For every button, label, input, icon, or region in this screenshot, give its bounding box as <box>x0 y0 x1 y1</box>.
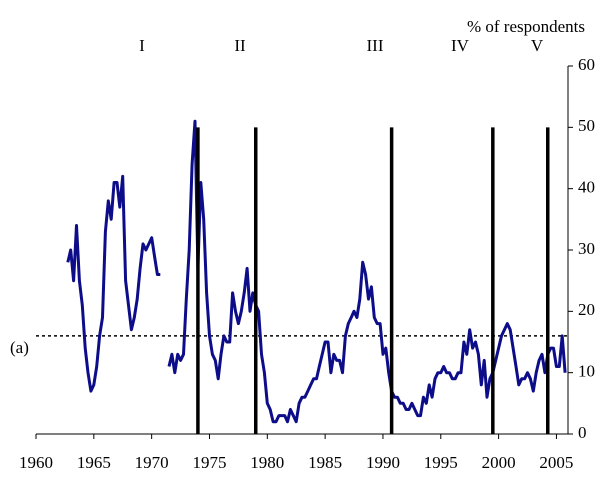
y-tick-label: 10 <box>578 362 595 381</box>
x-tick-label: 1985 <box>308 453 342 472</box>
period-label: IV <box>451 36 470 55</box>
y-tick-label: 20 <box>578 300 595 319</box>
x-tick-label: 1995 <box>424 453 458 472</box>
period-label: V <box>531 36 544 55</box>
x-tick-label: 1960 <box>19 453 53 472</box>
period-label: I <box>139 36 145 55</box>
x-tick-label: 1965 <box>77 453 111 472</box>
x-tick-label: 2005 <box>539 453 573 472</box>
data-line <box>66 119 567 424</box>
x-tick-label: 1970 <box>135 453 169 472</box>
y-tick-label: 40 <box>578 178 595 197</box>
y-tick-label: 60 <box>578 55 595 74</box>
axis-title: % of respondents <box>467 17 585 36</box>
x-tick-label: 1990 <box>366 453 400 472</box>
y-tick-label: 0 <box>578 423 587 442</box>
x-tick-label: 1975 <box>192 453 226 472</box>
x-tick-label: 2000 <box>482 453 516 472</box>
x-tick-label: 1980 <box>250 453 284 472</box>
period-label: III <box>367 36 384 55</box>
y-tick-label: 30 <box>578 239 595 258</box>
period-label: II <box>234 36 246 55</box>
reference-label: (a) <box>10 338 29 357</box>
y-tick-label: 50 <box>578 116 595 135</box>
